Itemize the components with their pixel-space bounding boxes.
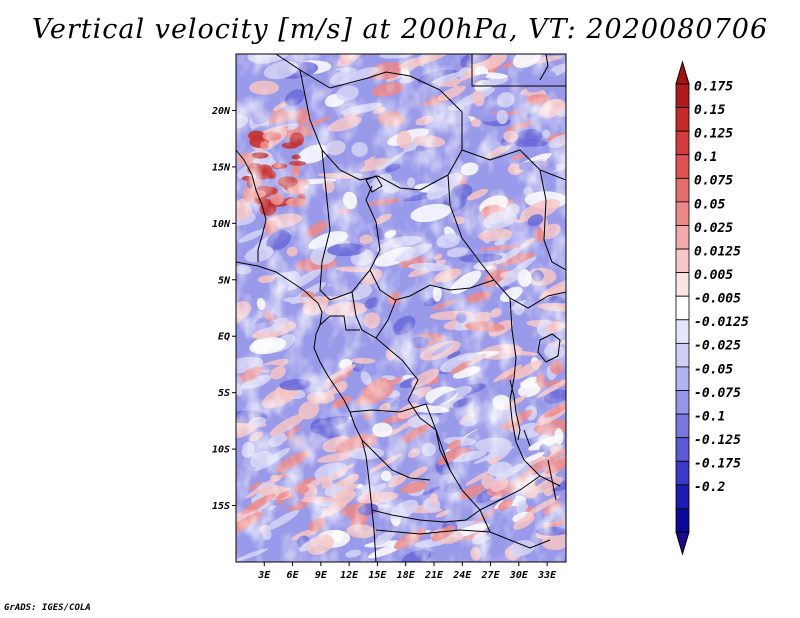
colorbar-label: 0.005 (694, 268, 733, 283)
colorbar-swatch (675, 272, 690, 297)
colorbar-swatch (675, 484, 690, 509)
colorbar-label: -0.05 (694, 362, 733, 377)
x-tick-label: 3E (257, 570, 271, 581)
colorbar-label: 0.15 (694, 103, 725, 118)
colorbar-swatch (675, 130, 690, 156)
lake-chad (365, 175, 383, 193)
coastline-west (236, 149, 267, 262)
x-tick-label: 33E (537, 570, 557, 581)
country-borders (236, 54, 566, 562)
colorbar-swatch (675, 319, 690, 344)
colorbar-label: -0.025 (694, 339, 741, 354)
y-tick-label: 5S (218, 388, 230, 399)
colorbar-label: -0.2 (694, 480, 725, 495)
x-tick-label: 21E (424, 570, 444, 581)
border-congo-drc (351, 291, 451, 471)
border-angola (349, 403, 481, 523)
x-tick-label: 12E (340, 570, 359, 581)
red-sea-coast (539, 54, 549, 81)
border-sudan (461, 54, 566, 271)
colorbar-label: -0.075 (694, 386, 741, 401)
colorbar-swatch (675, 460, 690, 486)
chart-title: Vertical velocity [m/s] at 200hPa, VT: 2… (31, 14, 769, 45)
colorbar-label: 0.0125 (694, 244, 741, 259)
latitude-axis: 20N 15N 10N 5N EQ 5S 10S 15S (211, 106, 236, 512)
field-noise-overlay (236, 54, 566, 562)
grads-credit: GrADS: IGES/COLA (4, 603, 91, 613)
y-tick-label: 10S (212, 445, 230, 456)
border-cameroon-car (369, 269, 495, 301)
border-zambia (435, 429, 551, 549)
coastline-gulf-of-guinea (236, 261, 377, 562)
border-gabon-congo (319, 315, 360, 331)
y-tick-label: 15S (212, 501, 230, 512)
border-nigeria (319, 149, 381, 301)
colorbar-label: -0.0125 (694, 315, 749, 330)
x-tick-label: 15E (368, 570, 387, 581)
colorbar-label: -0.005 (694, 292, 741, 307)
colorbar-swatch (675, 437, 690, 462)
colorbar: 0.175 0.15 0.125 0.1 0.075 0.05 0.025 0.0125 0.0… (675, 60, 749, 556)
colorbar-label: 0.025 (694, 221, 733, 236)
colorbar-label: 0.075 (694, 174, 733, 189)
colorbar-swatch (675, 295, 690, 321)
x-tick-label: 18E (397, 570, 416, 581)
lake-malawi (547, 459, 557, 501)
x-tick-label: 27E (481, 570, 501, 581)
colorbar-label: 0.05 (694, 197, 725, 212)
colorbar-swatch (675, 508, 690, 533)
colorbar-swatch (675, 83, 690, 108)
border-mali-niger (299, 69, 449, 191)
x-tick-label: 24E (452, 570, 472, 581)
colorbar-swatch (675, 201, 690, 226)
colorbar-label: 0.175 (694, 79, 733, 94)
lake-tanganyika (509, 379, 531, 447)
border-niger-chad (447, 112, 566, 309)
map-frame (235, 53, 567, 563)
colorbar-swatch (675, 154, 690, 179)
colorbar-swatch (675, 225, 690, 250)
colorbar-label: 0.1 (694, 150, 717, 165)
y-tick-label: 15N (212, 162, 231, 173)
border-drc-east (509, 297, 561, 487)
border-namibia (375, 529, 491, 535)
x-tick-label: 30E (509, 570, 529, 581)
longitude-axis: 3E 6E 9E 12E 15E 18E 21E 24E 27E 30E 33E (257, 562, 557, 581)
colorbar-label: -0.175 (694, 457, 741, 472)
lake-victoria (537, 333, 561, 363)
colorbar-swatch (675, 177, 690, 203)
border-sahara-north (275, 54, 463, 113)
y-tick-label: EQ (218, 332, 230, 343)
y-tick-label: 5N (218, 275, 231, 286)
colorbar-swatch (675, 413, 690, 439)
colorbar-label: 0.125 (694, 127, 733, 142)
x-tick-label: 6E (287, 570, 300, 581)
colorbar-swatch (675, 107, 690, 132)
colorbar-bottom-arrow (675, 531, 690, 556)
colorbar-label: -0.1 (694, 410, 725, 425)
velocity-field (236, 54, 566, 562)
y-tick-label: 10N (212, 219, 231, 230)
colorbar-swatch (675, 248, 690, 274)
colorbar-label: -0.125 (694, 433, 741, 448)
x-tick-label: 9E (315, 570, 328, 581)
y-tick-label: 20N (211, 106, 231, 117)
colorbar-swatch (675, 366, 690, 391)
colorbar-swatch (675, 342, 690, 368)
colorbar-swatch (675, 390, 690, 415)
colorbar-top-arrow (675, 60, 690, 85)
